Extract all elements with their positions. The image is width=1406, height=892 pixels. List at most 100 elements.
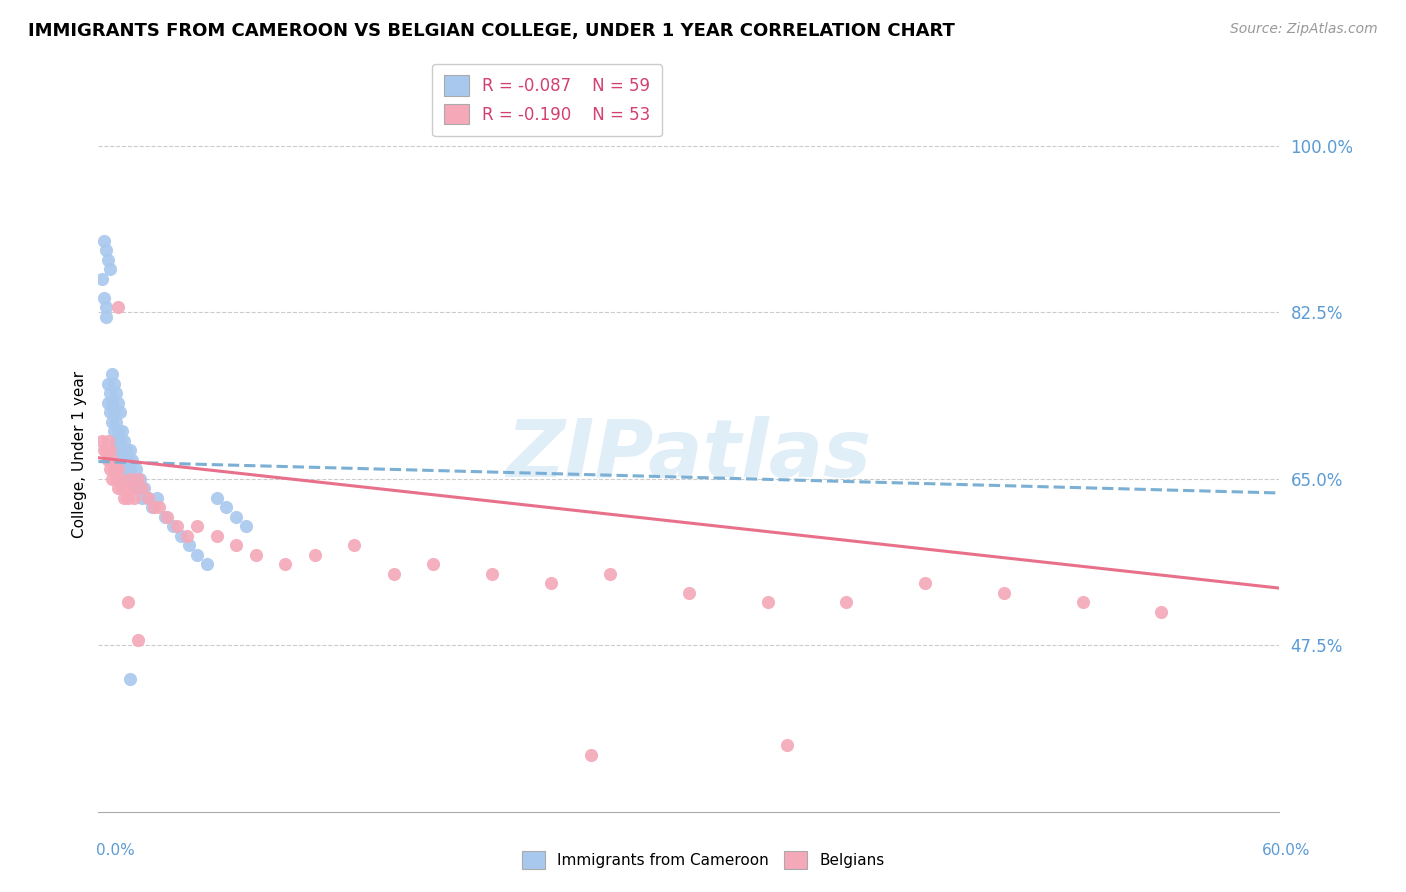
- Point: [186, 519, 208, 533]
- Text: IMMIGRANTS FROM CAMEROON VS BELGIAN COLLEGE, UNDER 1 YEAR CORRELATION CHART: IMMIGRANTS FROM CAMEROON VS BELGIAN COLL…: [28, 22, 955, 40]
- Point: [155, 509, 177, 524]
- Point: [579, 747, 602, 762]
- Point: [115, 462, 138, 476]
- Point: [148, 500, 170, 515]
- Point: [678, 586, 700, 600]
- Point: [107, 395, 129, 409]
- Point: [96, 443, 118, 458]
- Point: [186, 548, 208, 562]
- Point: [304, 548, 326, 562]
- Point: [101, 452, 124, 467]
- Point: [599, 566, 621, 581]
- Point: [98, 386, 121, 401]
- Point: [235, 519, 257, 533]
- Point: [96, 244, 118, 258]
- Point: [91, 434, 114, 448]
- Point: [274, 558, 297, 572]
- Point: [136, 491, 159, 505]
- Point: [122, 491, 145, 505]
- Point: [105, 472, 128, 486]
- Point: [103, 376, 125, 391]
- Point: [127, 472, 149, 486]
- Point: [117, 491, 139, 505]
- Point: [98, 443, 121, 458]
- Point: [195, 558, 218, 572]
- Point: [382, 566, 405, 581]
- Point: [107, 424, 129, 438]
- Point: [481, 566, 503, 581]
- Text: ZIPatlas: ZIPatlas: [506, 416, 872, 494]
- Point: [105, 415, 128, 429]
- Point: [97, 376, 120, 391]
- Point: [132, 481, 155, 495]
- Point: [118, 472, 141, 486]
- Point: [112, 443, 135, 458]
- Point: [993, 586, 1015, 600]
- Point: [97, 395, 120, 409]
- Point: [96, 310, 118, 324]
- Point: [115, 481, 138, 495]
- Point: [103, 405, 125, 419]
- Point: [131, 491, 153, 505]
- Point: [112, 491, 135, 505]
- Point: [107, 481, 129, 495]
- Point: [540, 576, 562, 591]
- Point: [343, 538, 366, 552]
- Legend: R = -0.087    N = 59, R = -0.190    N = 53: R = -0.087 N = 59, R = -0.190 N = 53: [432, 63, 662, 136]
- Point: [111, 424, 134, 438]
- Point: [118, 672, 141, 686]
- Point: [914, 576, 936, 591]
- Point: [1071, 595, 1094, 609]
- Text: 0.0%: 0.0%: [96, 843, 135, 857]
- Point: [125, 462, 148, 476]
- Point: [128, 472, 150, 486]
- Text: 60.0%: 60.0%: [1263, 843, 1310, 857]
- Point: [156, 509, 179, 524]
- Point: [98, 262, 121, 277]
- Point: [93, 234, 115, 248]
- Point: [101, 472, 124, 486]
- Point: [107, 301, 129, 315]
- Point: [108, 452, 131, 467]
- Point: [115, 443, 138, 458]
- Point: [117, 472, 139, 486]
- Point: [111, 443, 134, 458]
- Point: [93, 443, 115, 458]
- Point: [225, 538, 247, 552]
- Point: [91, 272, 114, 286]
- Point: [177, 538, 200, 552]
- Text: Source: ZipAtlas.com: Source: ZipAtlas.com: [1230, 22, 1378, 37]
- Point: [162, 519, 184, 533]
- Point: [108, 472, 131, 486]
- Point: [776, 738, 799, 752]
- Point: [93, 291, 115, 305]
- Point: [205, 529, 228, 543]
- Point: [101, 415, 124, 429]
- Point: [122, 472, 145, 486]
- Point: [225, 509, 247, 524]
- Point: [107, 462, 129, 476]
- Point: [101, 395, 124, 409]
- Point: [205, 491, 228, 505]
- Point: [121, 481, 143, 495]
- Point: [756, 595, 779, 609]
- Point: [166, 519, 188, 533]
- Point: [98, 405, 121, 419]
- Point: [215, 500, 238, 515]
- Point: [105, 386, 128, 401]
- Y-axis label: College, Under 1 year: College, Under 1 year: [72, 371, 87, 539]
- Point: [103, 462, 125, 476]
- Point: [117, 452, 139, 467]
- Point: [245, 548, 267, 562]
- Point: [141, 500, 163, 515]
- Point: [97, 452, 120, 467]
- Point: [142, 500, 165, 515]
- Point: [108, 434, 131, 448]
- Legend: Immigrants from Cameroon, Belgians: Immigrants from Cameroon, Belgians: [516, 845, 890, 875]
- Point: [101, 367, 124, 381]
- Point: [121, 452, 143, 467]
- Point: [136, 491, 159, 505]
- Point: [118, 443, 141, 458]
- Point: [103, 424, 125, 438]
- Point: [127, 633, 149, 648]
